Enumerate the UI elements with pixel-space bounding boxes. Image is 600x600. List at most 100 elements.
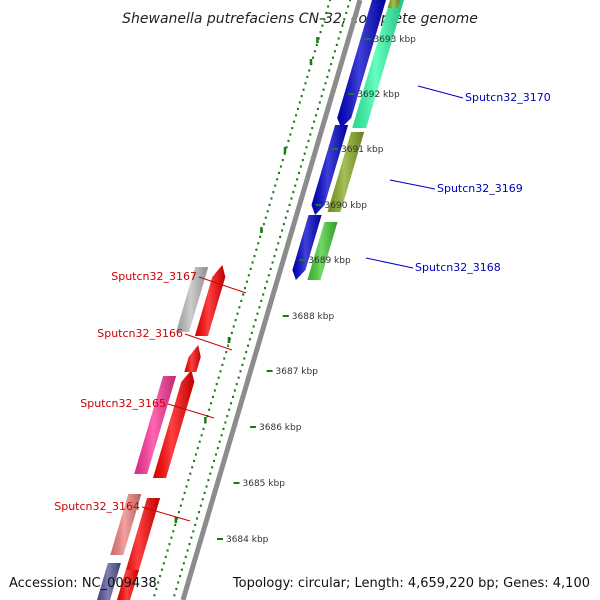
inner-track-dot xyxy=(180,568,183,571)
inner-track-dot xyxy=(324,82,327,85)
outer-track-dot xyxy=(234,319,237,322)
gene-label-leader xyxy=(141,506,191,522)
inner-track-dot xyxy=(211,466,214,469)
outer-track-dot xyxy=(291,127,294,130)
outer-track-dot xyxy=(189,472,192,475)
inner-track-dot xyxy=(203,491,206,494)
inner-track-dot xyxy=(179,575,182,578)
inner-track-dot xyxy=(226,415,229,418)
scale-tick-label: 3693 kbp xyxy=(373,35,416,45)
inner-track-dot xyxy=(277,242,280,245)
inner-track-dot xyxy=(197,511,200,514)
inner-track-dot xyxy=(248,338,251,341)
inner-track-dot xyxy=(296,178,299,181)
inner-track-dot xyxy=(228,408,231,411)
gene-label-leader xyxy=(389,179,436,190)
inner-track-dot xyxy=(341,24,344,27)
inner-track-dot xyxy=(262,293,265,296)
scale-ticks: 3684 kbp 3685 kbp 3686 kbp 3687 kbp 3688 kbp… xyxy=(216,35,416,545)
outer-track-dot xyxy=(194,453,197,456)
outer-track-dot xyxy=(236,312,239,315)
inner-track-dot xyxy=(339,31,342,34)
inner-track-dot xyxy=(192,530,195,533)
outer-track-dot xyxy=(257,242,260,245)
outer-track-dot xyxy=(215,383,218,386)
gene-label-sputcn32-3164: Sputcn32_3164 xyxy=(54,500,140,513)
outer-track-dot xyxy=(225,351,228,354)
outer-track-dot xyxy=(159,575,162,578)
outer-track-dot xyxy=(155,587,158,590)
gene-arrow-sputcn32-3167-red xyxy=(194,265,226,336)
outer-track-dot xyxy=(306,75,309,78)
outer-track-dot xyxy=(238,306,241,309)
gene-arrow-sputcn32-3166-red xyxy=(184,345,201,372)
outer-track-dot xyxy=(153,594,156,597)
outer-track-dot xyxy=(283,152,286,155)
inner-track-dot xyxy=(264,287,267,290)
inner-track-dot xyxy=(288,203,291,206)
inner-track-dot xyxy=(345,11,348,14)
outer-track-dot xyxy=(242,293,245,296)
outer-track-dot xyxy=(230,331,233,334)
inner-track-dot xyxy=(347,5,350,8)
outer-track-dot xyxy=(278,171,281,174)
inner-track-dot xyxy=(309,133,312,136)
gene-cog-box-sputcn32-3165 xyxy=(134,376,177,474)
gene-label-sputcn32-3167: Sputcn32_3167 xyxy=(111,270,197,283)
inner-track-dot xyxy=(303,152,306,155)
outer-track-dot xyxy=(177,511,180,514)
outer-track-dot xyxy=(198,440,201,443)
inner-track-dot xyxy=(194,523,197,526)
inner-track-dot xyxy=(273,255,276,258)
inner-track-dot xyxy=(222,427,225,430)
inner-track-dot xyxy=(279,235,282,238)
outer-track-dot xyxy=(213,389,216,392)
inner-track-dot xyxy=(333,50,336,53)
inner-track-dot xyxy=(290,197,293,200)
inner-track-dot xyxy=(311,127,314,130)
outer-track-dot xyxy=(262,223,265,226)
outer-track-dot xyxy=(240,299,243,302)
gene-labels: Sputcn32_3164 Sputcn32_3165 Sputcn32_3166 S… xyxy=(54,85,551,522)
inner-track-dot xyxy=(294,184,297,187)
inner-track-dot xyxy=(173,594,176,597)
outer-track-dot xyxy=(276,178,279,181)
outer-track-dot xyxy=(272,191,275,194)
inner-track-dot xyxy=(307,139,310,142)
outer-track-dot xyxy=(302,88,305,91)
inner-track-dot xyxy=(281,229,284,232)
outer-track-tick xyxy=(204,417,207,423)
gene-cog-box-sputcn32-3164 xyxy=(110,494,142,555)
inner-track-dot xyxy=(275,248,278,251)
inner-track-dot xyxy=(330,63,333,66)
gene-arrow-sputcn32-3170-blue xyxy=(337,0,386,128)
outer-track-dot xyxy=(285,146,288,149)
outer-track-dot xyxy=(327,5,330,8)
outer-track-dot xyxy=(221,363,224,366)
outer-track-tick xyxy=(309,59,313,65)
outer-track-dot xyxy=(162,562,165,565)
inner-track-dot xyxy=(243,357,246,360)
inner-track-dot xyxy=(258,306,261,309)
outer-track-dot xyxy=(281,159,284,162)
outer-track-dot xyxy=(172,530,175,533)
outer-track-dot xyxy=(247,274,250,277)
inner-track-dot xyxy=(332,56,335,59)
outer-track-dot xyxy=(304,82,307,85)
inner-track-dot xyxy=(182,562,185,565)
scale-tick-label: 3688 kbp xyxy=(292,312,335,322)
gene-label-sputcn32-3165: Sputcn32_3165 xyxy=(80,397,166,410)
outer-track-dot xyxy=(211,395,214,398)
outer-track-dot xyxy=(191,466,194,469)
outer-track-dot xyxy=(196,447,199,450)
inner-track-dot xyxy=(190,536,193,539)
outer-track-dot xyxy=(259,235,262,238)
map-title: Shewanella putrefaciens CN-32, complete … xyxy=(122,11,478,27)
gene-arrow-sputcn32-3168-blue xyxy=(292,215,322,280)
outer-track-dot xyxy=(249,267,252,270)
feature-layer xyxy=(97,0,404,600)
outer-track-dot xyxy=(170,536,173,539)
inner-track-dot xyxy=(326,75,329,78)
gene-arrow-sputcn32-3169-blue xyxy=(311,125,349,215)
